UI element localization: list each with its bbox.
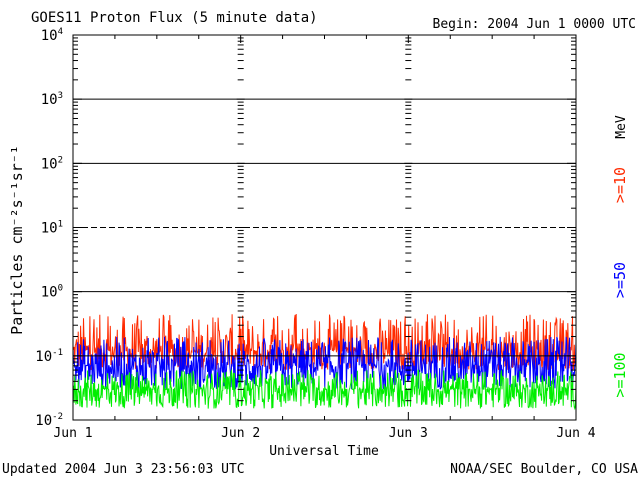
x-tick-label: Jun 4: [556, 426, 595, 441]
begin-timestamp: Begin: 2004 Jun 1 0000 UTC: [432, 17, 637, 32]
series-label-100mev: >=100: [611, 352, 629, 397]
y-axis-label: Particles cm⁻²s⁻¹sr⁻¹: [8, 145, 26, 335]
y-tick-label: 10-1: [35, 348, 63, 365]
series-label-50mev: >=50: [611, 262, 629, 298]
y-tick-label: 10-2: [35, 412, 63, 429]
series-line-2: [72, 368, 577, 411]
credit-text: NOAA/SEC Boulder, CO USA: [450, 462, 638, 477]
plot-data-layer: [72, 313, 577, 411]
x-tick-label: Jun 3: [389, 426, 428, 441]
series-line-0: [72, 313, 577, 371]
series-line-1: [72, 336, 577, 390]
y-tick-label: 102: [41, 155, 63, 172]
updated-timestamp: Updated 2004 Jun 3 23:56:03 UTC: [2, 462, 245, 477]
x-axis-label: Universal Time: [269, 444, 379, 459]
x-tick-label: Jun 2: [221, 426, 260, 441]
series-label-10mev: >=10: [611, 167, 629, 203]
y-tick-label: 101: [41, 220, 63, 237]
y-tick-label: 100: [41, 284, 63, 301]
y-tick-label: 104: [41, 27, 63, 44]
chart-title: GOES11 Proton Flux (5 minute data): [31, 10, 318, 26]
y-tick-label: 103: [41, 91, 63, 108]
x-tick-label: Jun 1: [53, 426, 92, 441]
grid-layer: [73, 98, 576, 357]
ticks-layer: [72, 34, 577, 421]
mev-unit-label: MeV: [614, 115, 629, 139]
axis-labels-layer: 10-2 10-1 100 101 102 103 104 Jun 1 Jun 2 Jun 3 Ju…: [35, 27, 595, 441]
